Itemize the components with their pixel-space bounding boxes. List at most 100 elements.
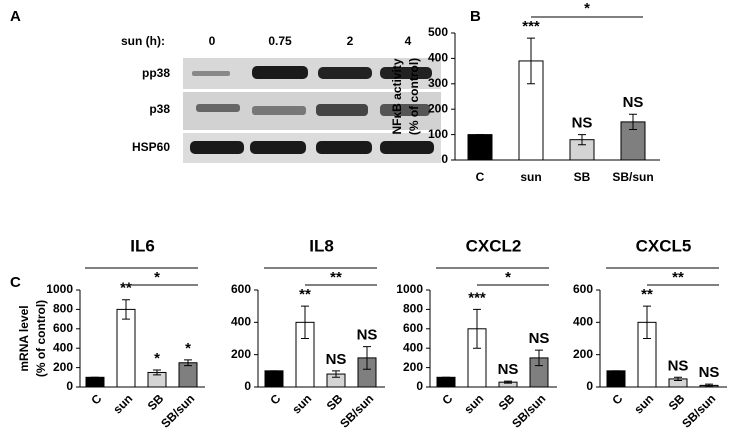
error-bar [184, 359, 192, 367]
error-bar [535, 349, 543, 367]
panel-label: B [470, 8, 481, 25]
significance-label: * [185, 340, 191, 357]
chart-title: CXCL5 [636, 236, 692, 255]
comparison-label: * [505, 269, 511, 286]
y-tick-label: 500 [428, 25, 448, 39]
x-tick-label: C [609, 391, 625, 407]
y-tick-label: 100 [428, 127, 448, 141]
y-tick-label: 200 [403, 360, 423, 374]
comparison-label: ** [330, 269, 342, 286]
time-title: sun (h): [121, 34, 165, 48]
error-bar [643, 305, 651, 339]
x-tick-label: SB [666, 391, 688, 413]
significance-label: NS [326, 351, 347, 368]
x-tick-label: sun [110, 391, 135, 416]
blot [183, 58, 441, 163]
protein-label: HSP60 [132, 140, 170, 154]
x-tick-label: sun [520, 170, 541, 184]
error-bar [332, 370, 340, 378]
significance-label: NS [529, 330, 550, 347]
y-axis-label: mRNA level [17, 305, 31, 371]
bar [264, 370, 284, 388]
y-tick-label: 1000 [46, 282, 73, 296]
protein-label: pp38 [142, 66, 170, 80]
y-tick-label: 200 [53, 360, 73, 374]
y-tick-label: 0 [586, 379, 593, 393]
x-tick-label: SB/sun [612, 170, 653, 184]
x-tick-label: SB/sun [158, 391, 197, 430]
y-tick-label: 0 [416, 379, 423, 393]
bar [436, 376, 456, 388]
significance-label: NS [699, 364, 720, 381]
time-label: 2 [347, 34, 354, 48]
bar [85, 376, 105, 388]
bar [116, 308, 136, 388]
x-tick-label: C [476, 170, 485, 184]
y-axis-label: (% of control) [34, 300, 48, 377]
error-bar [153, 369, 161, 376]
chart-title: CXCL2 [466, 236, 522, 255]
y-tick-label: 400 [231, 315, 251, 329]
x-tick-label: SB [496, 391, 518, 413]
y-tick-label: 200 [428, 101, 448, 115]
y-tick-label: 600 [573, 282, 593, 296]
x-tick-label: sun [631, 391, 656, 416]
y-tick-label: 400 [403, 340, 423, 354]
y-axis-label: NFκB activity [390, 58, 404, 134]
error-bar [504, 380, 512, 384]
chart-title: IL6 [130, 236, 155, 255]
x-tick-label: sun [461, 391, 486, 416]
y-tick-label: 400 [53, 340, 73, 354]
significance-label: NS [572, 115, 593, 132]
chart-title: IL8 [309, 236, 334, 255]
x-tick-label: SB [574, 170, 591, 184]
error-bar [674, 376, 682, 382]
x-tick-label: C [88, 391, 104, 407]
y-tick-label: 600 [53, 321, 73, 335]
y-tick-label: 800 [403, 302, 423, 316]
significance-label: ** [641, 286, 653, 303]
comparison-label: ** [672, 269, 684, 286]
y-tick-label: 800 [53, 302, 73, 316]
significance-label: * [154, 350, 160, 367]
y-tick-label: 0 [244, 379, 251, 393]
error-bar [705, 383, 713, 388]
panel-label: C [10, 274, 21, 291]
y-tick-label: 200 [231, 347, 251, 361]
y-tick-label: 600 [403, 321, 423, 335]
significance-label: ** [120, 280, 132, 297]
error-bar [527, 37, 535, 85]
significance-label: NS [623, 94, 644, 111]
error-bar [629, 113, 637, 131]
x-tick-label: SB [324, 391, 346, 413]
x-tick-label: SB [145, 391, 167, 413]
error-bar [301, 305, 309, 339]
comparison-label: * [584, 0, 590, 17]
error-bar [363, 346, 371, 370]
bar [467, 134, 493, 161]
panel-label: A [10, 8, 21, 25]
comparison-label: * [154, 269, 160, 286]
y-tick-label: 0 [441, 152, 448, 166]
y-tick-label: 400 [428, 51, 448, 65]
bar [178, 362, 198, 388]
error-bar [578, 134, 586, 146]
time-label: 4 [405, 34, 412, 48]
x-tick-label: SB/sun [509, 391, 548, 430]
protein-label: p38 [149, 102, 170, 116]
significance-label: ** [299, 286, 311, 303]
error-bar [122, 299, 130, 320]
y-tick-label: 1000 [396, 282, 423, 296]
time-label: 0.75 [268, 34, 292, 48]
significance-label: *** [522, 18, 540, 35]
time-label: 0 [209, 34, 216, 48]
significance-label: NS [668, 357, 689, 374]
bar [606, 370, 626, 388]
y-tick-label: 0 [66, 379, 73, 393]
y-tick-label: 300 [428, 76, 448, 90]
significance-label: *** [468, 289, 486, 306]
x-tick-label: SB/sun [679, 391, 718, 430]
x-tick-label: C [439, 391, 455, 407]
y-tick-label: 200 [573, 347, 593, 361]
